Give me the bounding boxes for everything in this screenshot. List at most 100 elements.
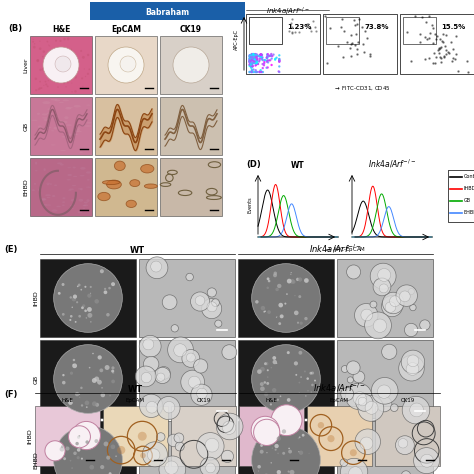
- Ellipse shape: [86, 122, 92, 124]
- Ellipse shape: [46, 197, 50, 198]
- Circle shape: [69, 319, 72, 321]
- Circle shape: [71, 49, 72, 50]
- Point: [264, 59, 272, 66]
- Ellipse shape: [60, 164, 64, 165]
- Point: [247, 51, 255, 59]
- Circle shape: [45, 81, 46, 82]
- Text: CK19: CK19: [180, 25, 202, 34]
- Bar: [400, 14, 474, 74]
- Ellipse shape: [73, 105, 81, 108]
- Ellipse shape: [51, 130, 55, 131]
- Circle shape: [35, 78, 37, 80]
- Ellipse shape: [45, 194, 51, 196]
- Circle shape: [139, 336, 161, 357]
- Circle shape: [260, 367, 265, 372]
- Text: WT: WT: [291, 161, 305, 170]
- Circle shape: [376, 396, 392, 412]
- Circle shape: [146, 401, 158, 413]
- Ellipse shape: [102, 181, 120, 184]
- Circle shape: [84, 286, 86, 288]
- Circle shape: [86, 317, 87, 319]
- Ellipse shape: [71, 208, 74, 209]
- Point: [248, 66, 256, 73]
- Text: $\it{Ink4a/Arf}$$^{-/-}$: $\it{Ink4a/Arf}$$^{-/-}$: [309, 243, 362, 255]
- Point: [255, 53, 263, 60]
- Circle shape: [297, 322, 299, 324]
- Ellipse shape: [84, 125, 91, 127]
- Text: CK19: CK19: [196, 398, 210, 403]
- Text: 15.5%: 15.5%: [441, 24, 465, 30]
- Circle shape: [147, 449, 160, 461]
- Circle shape: [399, 356, 424, 381]
- Circle shape: [105, 368, 106, 369]
- Circle shape: [84, 310, 87, 312]
- Point: [435, 46, 443, 53]
- Circle shape: [298, 438, 300, 439]
- Point: [275, 57, 283, 64]
- Ellipse shape: [67, 133, 71, 136]
- Point: [246, 58, 253, 65]
- Point: [249, 68, 256, 76]
- Circle shape: [401, 471, 410, 474]
- Circle shape: [48, 80, 49, 81]
- Point: [247, 60, 255, 68]
- Circle shape: [62, 74, 64, 76]
- Circle shape: [299, 382, 300, 383]
- Circle shape: [97, 380, 102, 384]
- Ellipse shape: [32, 189, 35, 191]
- Circle shape: [58, 292, 61, 295]
- Point: [249, 54, 256, 62]
- Bar: [40, 421, 136, 474]
- Circle shape: [165, 461, 178, 474]
- Point: [253, 53, 260, 61]
- Ellipse shape: [86, 199, 90, 202]
- Point: [260, 62, 268, 69]
- Point: [246, 60, 254, 67]
- Bar: [337, 340, 433, 418]
- Point: [246, 53, 253, 60]
- Point: [253, 51, 261, 58]
- Point: [247, 61, 255, 68]
- Point: [264, 64, 272, 71]
- Circle shape: [142, 442, 167, 467]
- Point: [422, 18, 430, 26]
- Circle shape: [63, 38, 66, 40]
- Point: [251, 55, 259, 63]
- Point: [257, 53, 264, 60]
- Circle shape: [82, 86, 83, 87]
- Circle shape: [341, 388, 354, 401]
- Point: [246, 52, 254, 59]
- Circle shape: [304, 278, 309, 283]
- Circle shape: [288, 471, 290, 473]
- Point: [304, 21, 311, 28]
- Circle shape: [33, 46, 36, 48]
- Ellipse shape: [78, 211, 82, 213]
- Bar: [375, 406, 440, 466]
- Circle shape: [299, 392, 300, 393]
- Point: [249, 62, 257, 70]
- Text: (F): (F): [4, 390, 18, 399]
- Circle shape: [78, 315, 81, 318]
- Circle shape: [358, 395, 384, 421]
- Circle shape: [55, 76, 57, 77]
- Circle shape: [278, 322, 281, 325]
- Point: [268, 55, 275, 63]
- Ellipse shape: [31, 119, 38, 121]
- Bar: [448, 170, 474, 222]
- Circle shape: [77, 436, 80, 439]
- Ellipse shape: [145, 184, 157, 188]
- Ellipse shape: [60, 150, 66, 151]
- Point: [258, 51, 266, 58]
- Point: [248, 60, 255, 67]
- Circle shape: [43, 47, 79, 83]
- Circle shape: [162, 295, 177, 310]
- Circle shape: [139, 394, 163, 418]
- Point: [418, 13, 426, 21]
- Point: [255, 52, 263, 60]
- Circle shape: [396, 285, 418, 306]
- Point: [246, 56, 254, 64]
- Circle shape: [299, 437, 301, 438]
- Point: [339, 53, 347, 60]
- Circle shape: [73, 452, 77, 455]
- Circle shape: [265, 362, 268, 365]
